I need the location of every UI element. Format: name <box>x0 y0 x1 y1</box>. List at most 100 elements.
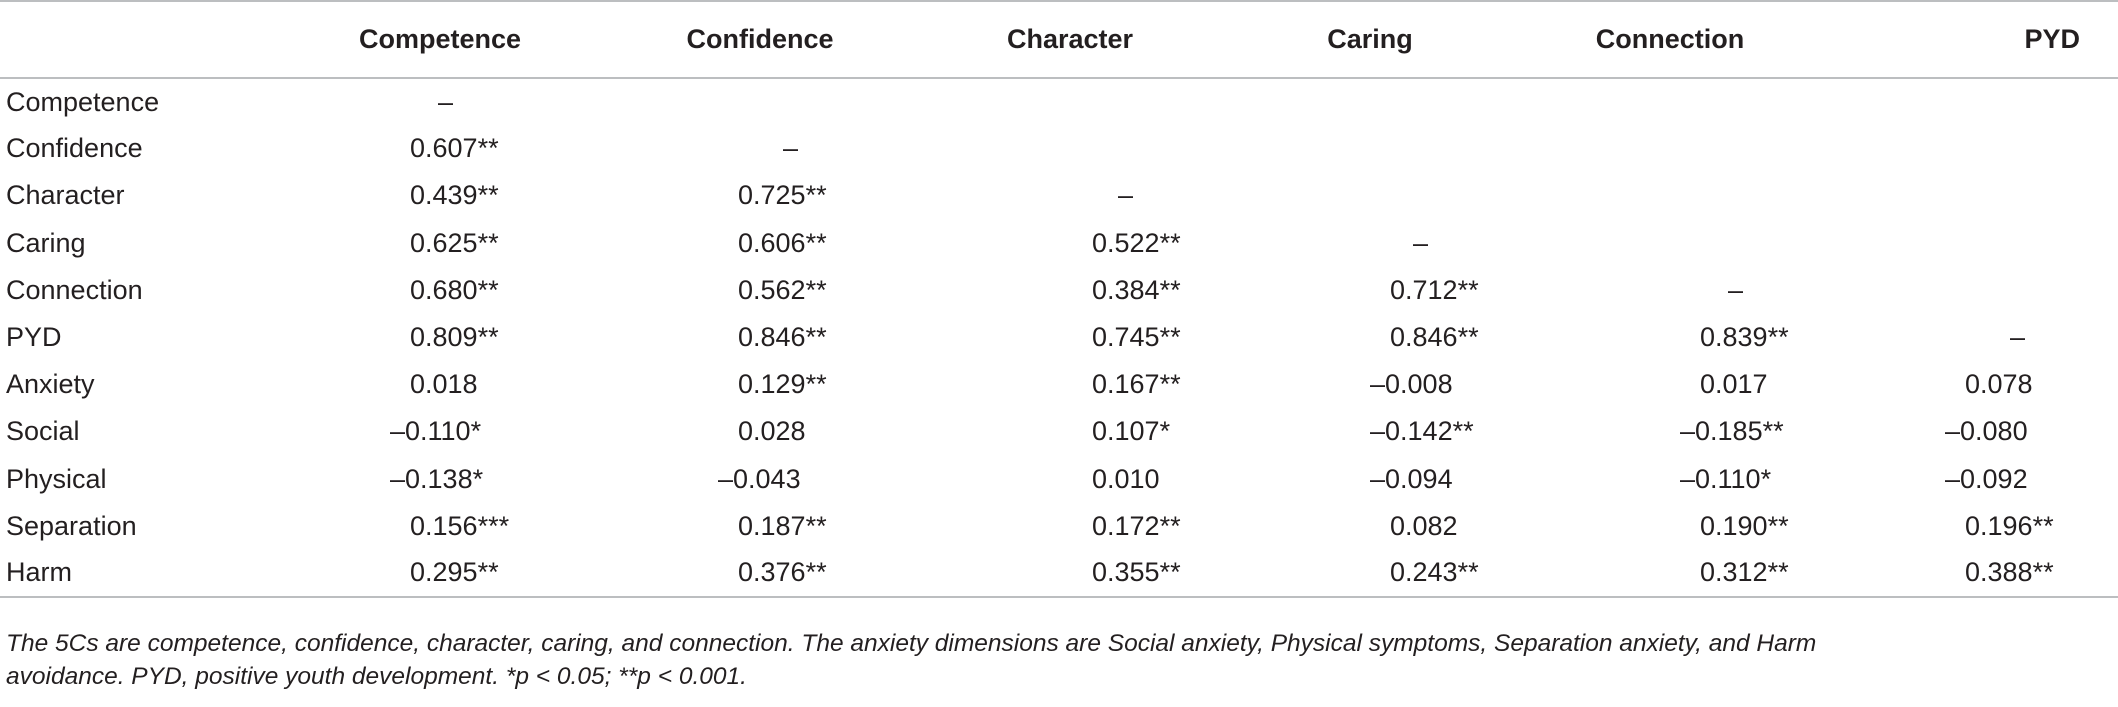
cell-value: 0.172** <box>1092 510 1181 541</box>
table-cell: 0.725** <box>600 172 920 219</box>
row-label: Social <box>6 416 80 447</box>
table-cell <box>1520 172 1820 219</box>
cell-value: 0.018 <box>410 369 478 400</box>
table-cell: 0.355** <box>920 549 1220 599</box>
table-cell <box>920 78 1220 125</box>
table-cell: 0.078 <box>1820 361 2118 408</box>
cell-value: –0.185** <box>1680 416 1784 447</box>
table-cell: 0.312** <box>1520 549 1820 599</box>
row-label: Character <box>6 180 125 211</box>
table-cell <box>1220 125 1520 172</box>
row-label: PYD <box>6 322 62 353</box>
table-cell: 0.187** <box>600 503 920 550</box>
table-cell: 0.745** <box>920 314 1220 361</box>
table-cell: –0.110* <box>1520 456 1820 503</box>
cell-value: –0.008 <box>1370 369 1453 400</box>
cell-value: – <box>783 133 799 164</box>
column-header: Caring <box>1220 0 1520 79</box>
table-cell: 0.606** <box>600 220 920 267</box>
footnote-line-1: The 5Cs are competence, confidence, char… <box>6 630 1817 657</box>
column-header: PYD <box>1820 0 2118 79</box>
table-cell: 0.562** <box>600 267 920 314</box>
table-cell: 0.384** <box>920 267 1220 314</box>
cell-value: 0.522** <box>1092 227 1181 258</box>
table-cell: 0.107* <box>920 408 1220 455</box>
table-cell: –0.092 <box>1820 456 2118 503</box>
table-cell: 0.167** <box>920 361 1220 408</box>
table-cell <box>1820 78 2118 125</box>
table-row: Confidence 0.607** – <box>0 125 2118 172</box>
cell-value: 0.010 <box>1092 463 1160 494</box>
column-header: Character <box>920 0 1220 79</box>
cell-value: 0.187** <box>738 510 827 541</box>
cell-value: 0.028 <box>738 416 806 447</box>
table-row: Physical –0.138* –0.043 0.010 –0.094 –0.110* –… <box>0 456 2118 503</box>
table-cell: 0.839** <box>1520 314 1820 361</box>
column-header: Connection <box>1520 0 1820 79</box>
table-cell: 0.376** <box>600 549 920 599</box>
cell-value: 0.295** <box>410 557 499 588</box>
cell-value: 0.384** <box>1092 274 1181 305</box>
table-cell <box>1820 267 2118 314</box>
cell-value: 0.355** <box>1092 557 1181 588</box>
table-cell: – <box>920 172 1220 219</box>
table-cell <box>600 78 920 125</box>
table-row: Caring 0.625** 0.606** 0.522** – <box>0 220 2118 267</box>
cell-value: 0.078 <box>1965 369 2033 400</box>
cell-value: –0.094 <box>1370 463 1453 494</box>
header-cell-blank <box>0 0 280 79</box>
table-cell: –0.110* <box>280 408 600 455</box>
row-label: Competence <box>6 86 160 117</box>
table-cell: – <box>1820 314 2118 361</box>
cell-value: –0.043 <box>718 463 801 494</box>
table-cell: 0.625** <box>280 220 600 267</box>
cell-value: – <box>1728 274 1744 305</box>
table-cell: 0.010 <box>920 456 1220 503</box>
cell-value: –0.110* <box>390 416 482 447</box>
table-cell: – <box>280 78 600 125</box>
cell-value: 0.809** <box>410 322 499 353</box>
cell-value: –0.138* <box>390 463 484 494</box>
table-cell <box>1820 125 2118 172</box>
correlation-table: Competence Confidence Character Caring Conne… <box>0 0 2118 599</box>
table-cell: 0.809** <box>280 314 600 361</box>
row-label: Separation <box>6 510 137 541</box>
row-label: Confidence <box>6 133 143 164</box>
table-cell: –0.185** <box>1520 408 1820 455</box>
cell-value: 0.839** <box>1700 322 1789 353</box>
cell-value: 0.625** <box>410 227 499 258</box>
table-row: Harm 0.295** 0.376** 0.355** 0.243** 0.312** 0… <box>0 549 2118 599</box>
table-cell: – <box>1220 220 1520 267</box>
table-cell: 0.680** <box>280 267 600 314</box>
cell-value: 0.439** <box>410 180 499 211</box>
cell-value: –0.110* <box>1680 463 1772 494</box>
table-cell: –0.080 <box>1820 408 2118 455</box>
table-cell: –0.142** <box>1220 408 1520 455</box>
table-row: Character 0.439** 0.725** – <box>0 172 2118 219</box>
cell-value: 0.082 <box>1390 510 1458 541</box>
cell-value: 0.156*** <box>410 510 510 541</box>
cell-value: 0.680** <box>410 274 499 305</box>
cell-value: 0.846** <box>1390 322 1479 353</box>
cell-value: 0.725** <box>738 180 827 211</box>
cell-value: –0.142** <box>1370 416 1474 447</box>
cell-value: 0.562** <box>738 274 827 305</box>
cell-value: 0.167** <box>1092 369 1181 400</box>
table-cell: 0.028 <box>600 408 920 455</box>
table-cell <box>1820 172 2118 219</box>
table-cell <box>1820 220 2118 267</box>
cell-value: 0.190** <box>1700 510 1789 541</box>
column-header: Competence <box>280 0 600 79</box>
header-row: Competence Confidence Character Caring Conne… <box>0 0 2118 79</box>
table-cell: 0.082 <box>1220 503 1520 550</box>
table-row: PYD 0.809** 0.846** 0.745** 0.846** 0.839** – <box>0 314 2118 361</box>
table-cell: 0.388** <box>1820 549 2118 599</box>
table-cell: 0.196** <box>1820 503 2118 550</box>
table-row: Separation 0.156*** 0.187** 0.172** 0.082 0.1… <box>0 503 2118 550</box>
table-cell: –0.008 <box>1220 361 1520 408</box>
table-cell: – <box>1520 267 1820 314</box>
cell-value: 0.243** <box>1390 557 1479 588</box>
table-cell: 0.156*** <box>280 503 600 550</box>
table-cell <box>1220 172 1520 219</box>
cell-value: –0.092 <box>1945 463 2028 494</box>
